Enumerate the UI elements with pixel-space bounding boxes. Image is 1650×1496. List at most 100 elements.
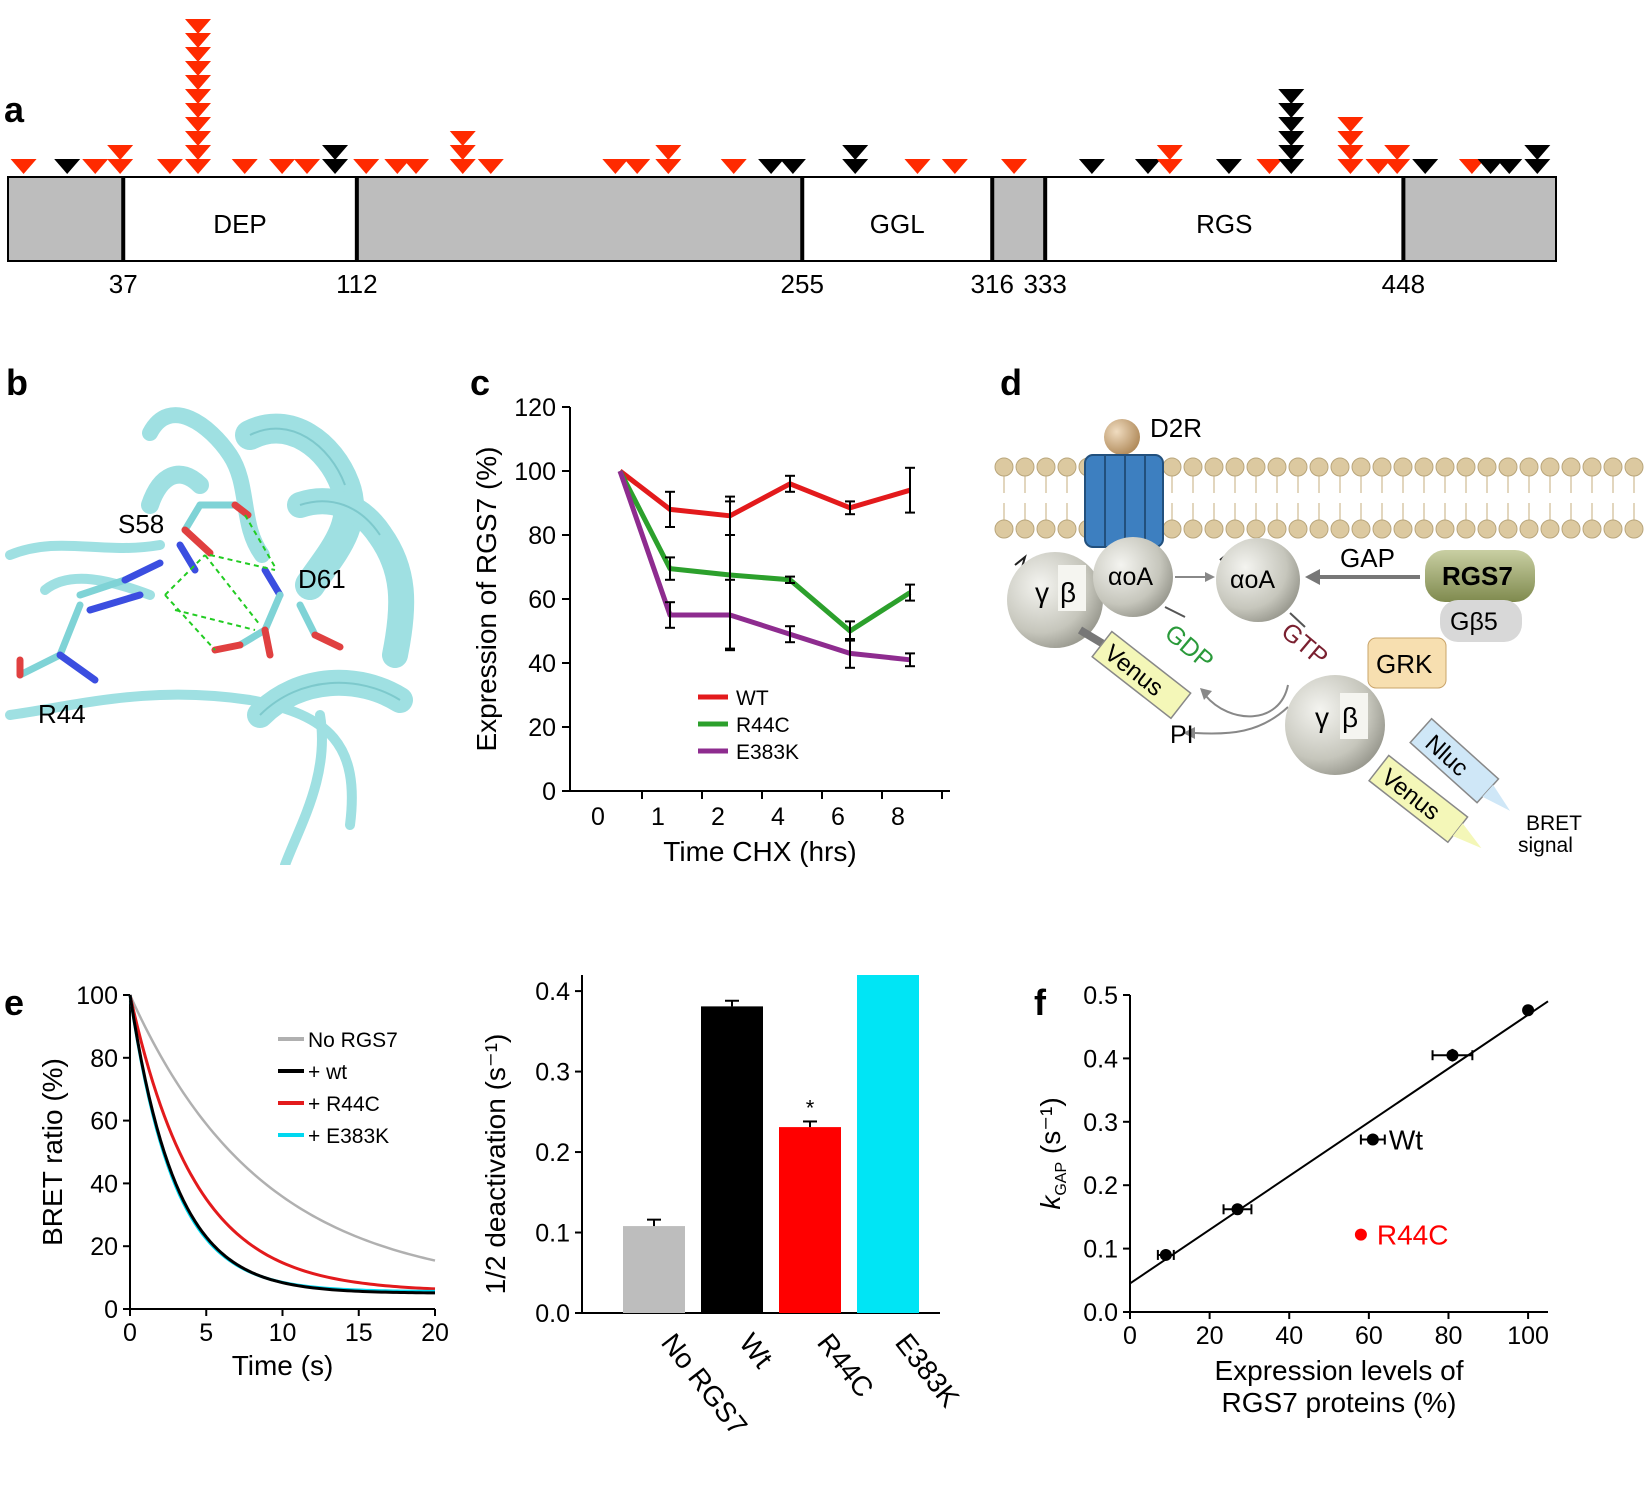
c-y-tick-label: 60 [528,586,556,614]
variant-marker [1215,159,1242,174]
f-x-tick-label: 0 [1123,1322,1137,1350]
f-data-point [1159,1248,1172,1261]
lipid-head [1540,457,1560,477]
gtp-hydrolysis-arrow: PI [1170,684,1289,749]
variant-marker [1156,159,1183,174]
gap-label: GAP [1340,543,1395,573]
alpha-right: αoA [1230,566,1275,594]
lipid-head [1456,457,1476,477]
c-y-tick-label: 20 [528,714,556,742]
variant-marker [1278,131,1305,146]
e-left-legend-label: + R44C [308,1093,380,1116]
bret-label-2: signal [1518,834,1573,857]
f-y-tick-label: 0.3 [1083,1109,1118,1137]
lipid-head [1351,519,1371,539]
lipid-head [1330,457,1350,477]
e-left-x-tick-label: 20 [421,1319,449,1347]
variant-marker [322,145,349,160]
domain-segment [122,176,358,262]
variant-marker [54,159,81,174]
lipid-head [1015,519,1035,539]
domain-segment [801,176,994,262]
lipid-head [1225,457,1245,477]
e-right-category-label: R44C [811,1328,880,1404]
lipid-head [1057,457,1077,477]
f-data-point [1446,1049,1459,1062]
f-y-tick-label: 0.0 [1083,1299,1118,1327]
e-right-y-tick-label: 0.0 [535,1300,570,1328]
lipid-head [1162,519,1182,539]
residue-label-s58: S58 [118,509,164,539]
f-y-tick-label: 0.1 [1083,1236,1118,1264]
grk-label: GRK [1376,649,1433,679]
variant-marker [156,159,183,174]
f-x-tick-label: 60 [1355,1322,1383,1350]
c-y-tick-label: 80 [528,522,556,550]
variant-marker [1001,159,1028,174]
variant-marker [1156,145,1183,160]
variant-marker [1412,159,1439,174]
lipid-head [1225,519,1245,539]
domain-label-rgs: RGS [1196,209,1252,239]
lipid-head [1351,457,1371,477]
domain-bar: DEP GGL RGS [7,176,1557,262]
gtp-label: GTP [1276,617,1333,671]
f-x-axis-title-2: RGS7 proteins (%) [1222,1387,1457,1418]
alpha-left: αoA [1108,563,1153,591]
boundary-label: 255 [781,269,824,299]
lipid-head [1582,519,1602,539]
pi-label: PI [1170,721,1194,749]
lipid-head [1309,519,1329,539]
variant-marker [1278,89,1305,104]
variant-marker [1384,145,1411,160]
e-left-y-tick-label: 100 [76,982,118,1010]
lipid-head [1036,457,1056,477]
variant-marker [1337,145,1364,160]
lipid-head [1477,519,1497,539]
panel-label-e: e [4,982,24,1023]
variant-marker [184,103,211,118]
residue-label-r44: R44 [38,699,86,729]
variant-marker [107,145,134,160]
variant-markers [10,19,1551,174]
lipid-head [1498,457,1518,477]
variant-marker [10,159,37,174]
f-data-point [1231,1203,1244,1216]
domain-segment [355,176,804,262]
f-x-tick-label: 80 [1435,1322,1463,1350]
f-fit-line [1129,1000,1549,1285]
lipid-head [1183,457,1203,477]
variant-marker [1337,159,1364,174]
e-left-x-tick-label: 15 [345,1319,373,1347]
variant-marker [449,131,476,146]
variant-marker [655,145,682,160]
variant-marker [449,145,476,160]
lipid-head [1393,519,1413,539]
f-x-tick-label: 100 [1507,1322,1549,1350]
f-x-tick-label: 40 [1275,1322,1303,1350]
variant-marker [231,159,258,174]
c-legend-label: WT [736,687,769,710]
f-y-tick-label: 0.5 [1083,982,1118,1010]
lipid-head [1393,457,1413,477]
variant-marker [1365,159,1392,174]
e-left-y-tick-label: 80 [90,1045,118,1073]
variant-marker [353,159,380,174]
panel-e-charts: e 0 20 40 60 80 100 0 5 10 15 20 Time (s) BRET ratio… [4,975,966,1441]
e-left-x-tick-label: 10 [269,1319,297,1347]
lipid-head [1435,519,1455,539]
variant-marker [403,159,430,174]
variant-marker [184,61,211,76]
e-left-x-tick-label: 5 [199,1319,213,1347]
panel-label-c: c [470,362,490,403]
c-y-tick-label: 0 [542,778,556,806]
variant-marker [449,159,476,174]
lipid-head [994,519,1014,539]
c-x-tick-label: 2 [711,803,725,831]
domain-segment [7,176,125,262]
e-left-x-axis-title: Time (s) [232,1350,334,1381]
c-y-axis-title: Expression of RGS7 (%) [471,447,502,752]
panel-f-chart: f 0.0 0.1 0.2 0.3 0.4 0.5 0 20 40 60 80 100 Expressi… [1034,982,1549,1418]
e-left-curve [128,994,436,1262]
panel-label-f: f [1034,982,1047,1023]
